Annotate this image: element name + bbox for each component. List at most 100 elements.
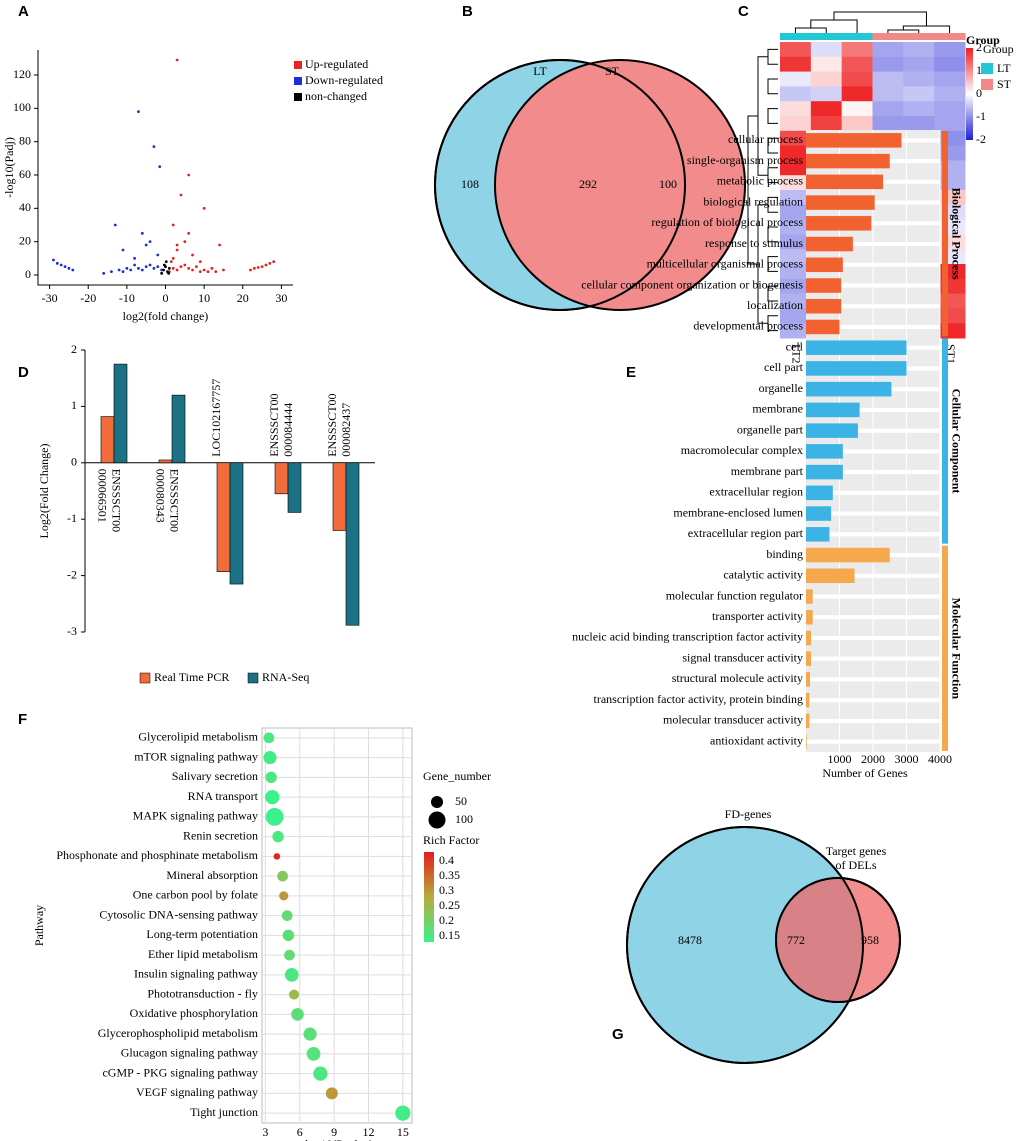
colorbar-tick: 0.3 [439,883,454,897]
bubble [291,1008,304,1021]
category-label: MAPK signaling pathway [133,809,258,823]
category-label: RNA transport [188,789,259,803]
point [137,110,140,114]
point [210,266,214,270]
cell [780,145,812,161]
bubble [282,929,295,942]
cell [903,116,935,132]
x-tick-label: 6 [297,1125,303,1139]
bar [100,416,115,464]
bar [806,236,853,252]
category-label: macromolecular complex [681,443,803,457]
y-tick-label: 20 [19,233,31,247]
panel-label: D [18,364,29,381]
category-label: antioxidant activity [710,733,803,747]
set-label: FD-genes [725,807,772,821]
bar [158,459,173,464]
legend-label: Up-regulated [305,57,368,71]
bar [332,462,347,531]
bar [806,651,812,666]
y-tick-label: 60 [19,167,31,181]
cell [903,86,935,102]
cell [872,101,904,117]
point [152,266,156,270]
category-label: catalytic activity [723,568,803,582]
point [117,268,121,272]
colorbar-tick: 0.25 [439,898,460,912]
x-tick-label: -10 [119,291,135,305]
bar [806,589,813,604]
point [218,243,221,247]
point [140,268,144,272]
category-label: Phototransduction - fly [147,986,258,1000]
cell [780,249,812,265]
set-outline [434,59,686,311]
bar [806,547,890,563]
bubble [325,1087,338,1100]
cell [872,42,904,58]
y-tick-label: -3 [67,624,77,638]
category-label: membrane [752,402,803,416]
bar [345,462,360,626]
cell [810,101,843,117]
y-tick-label: 0 [71,455,77,469]
count-label: 100 [659,177,677,191]
category-label: cell [786,339,804,353]
cell [810,71,843,87]
bubble [284,968,299,982]
colorbar-tick: 0.2 [439,913,454,927]
cell [934,71,966,87]
point [179,193,183,197]
point [121,248,125,252]
category-label: Phosphonate and phosphinate metabolism [56,848,258,862]
category-label: localization [747,298,803,312]
group-label: Cellular Component [949,389,963,494]
cell [841,56,873,73]
panel-label: E [626,364,636,381]
category-label: molecular transducer activity [663,713,803,727]
legend-label: RNA-Seq [262,670,309,684]
bar [287,462,302,513]
colorbar [966,48,973,140]
y-tick-label: 80 [19,133,31,147]
point [175,268,179,272]
point [113,223,117,227]
point [152,145,156,149]
bar [806,340,907,355]
category-label: structural molecule activity [672,671,803,685]
point [175,243,179,247]
point [191,253,194,257]
group-bar [942,131,948,337]
y-axis-label: Pathway [32,905,46,946]
legend-label: Down-regulated [305,73,383,87]
cell [934,86,966,102]
point [63,265,67,269]
point [171,266,175,270]
group-bar [942,338,948,544]
category-label: extracellular region part [688,526,804,540]
category-label: ENSSSCT00 [167,469,181,532]
point [272,260,276,264]
point [102,271,106,275]
legend-swatch [247,672,259,684]
point [167,266,171,270]
x-tick-label: 3 [262,1125,268,1139]
point [268,261,272,265]
cell [934,101,966,117]
set-circle [494,59,746,311]
point [110,270,113,274]
colorbar-tick: 0 [976,86,982,100]
point [169,260,173,264]
cell [780,101,812,117]
category-label: 000080343 [153,469,167,523]
legend-bubble [428,811,446,829]
cell [872,116,904,132]
point [158,165,162,169]
x-tick-label: 12 [362,1125,374,1139]
category-label: cell part [764,360,804,374]
point [71,268,75,272]
dendrogram [747,48,778,332]
cell [872,56,904,73]
bar [806,257,843,273]
bar [806,195,875,210]
